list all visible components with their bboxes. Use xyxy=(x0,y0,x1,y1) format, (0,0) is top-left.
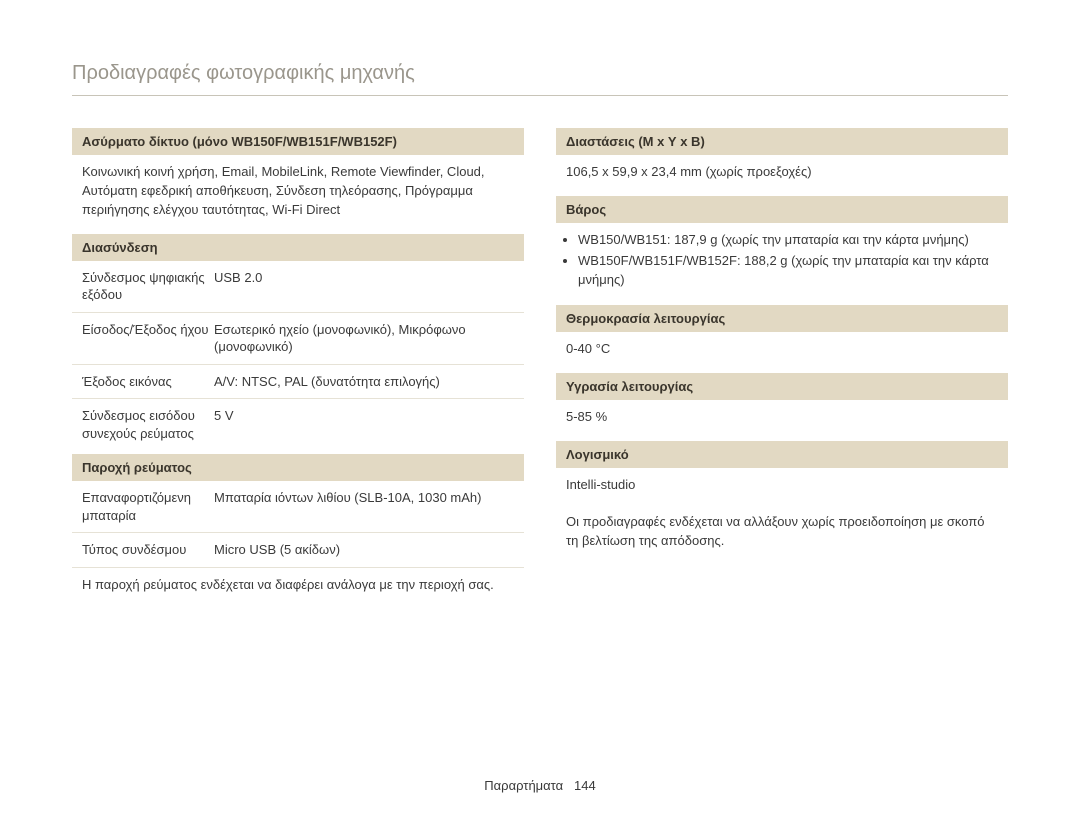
section-head-temperature: Θερμοκρασία λειτουργίας xyxy=(556,305,1008,332)
spec-row: Η παροχή ρεύματος ενδέχεται να διαφέρει … xyxy=(72,567,524,602)
spec-val: USB 2.0 xyxy=(214,269,514,304)
spec-val: A/V: NTSC, PAL (δυνατότητα επιλογής) xyxy=(214,373,514,391)
spec-val: 5 V xyxy=(214,407,514,442)
spec-change-note: Οι προδιαγραφές ενδέχεται να αλλάξουν χω… xyxy=(556,505,1008,561)
spec-key: Επαναφορτιζόμενη μπαταρία xyxy=(82,489,214,524)
spec-row: Επαναφορτιζόμενη μπαταρία Μπαταρία ιόντω… xyxy=(72,481,524,532)
spec-key: Τύπος συνδέσμου xyxy=(82,541,214,559)
spec-val: Μπαταρία ιόντων λιθίου (SLB-10A, 1030 mA… xyxy=(214,489,514,524)
spec-key: Έξοδος εικόνας xyxy=(82,373,214,391)
spec-key: Είσοδος/Έξοδος ήχου xyxy=(82,321,214,356)
temperature-body: 0-40 °C xyxy=(556,332,1008,369)
section-head-software: Λογισμικό xyxy=(556,441,1008,468)
footer-label: Παραρτήματα xyxy=(484,778,563,793)
spec-row: Έξοδος εικόνας A/V: NTSC, PAL (δυνατότητ… xyxy=(72,364,524,399)
interface-table: Σύνδεσμος ψηφιακής εξόδου USB 2.0 Είσοδο… xyxy=(72,261,524,451)
spec-val: Εσωτερικό ηχείο (μονοφωνικό), Μικρόφωνο … xyxy=(214,321,514,356)
left-column: Ασύρματο δίκτυο (μόνο WB150F/WB151F/WB15… xyxy=(72,124,524,602)
section-head-power: Παροχή ρεύματος xyxy=(72,454,524,481)
page-title: Προδιαγραφές φωτογραφικής μηχανής xyxy=(72,62,1008,96)
list-item: WB150/WB151: 187,9 g (χωρίς την μπαταρία… xyxy=(578,231,998,250)
power-note: Η παροχή ρεύματος ενδέχεται να διαφέρει … xyxy=(82,576,514,594)
weight-list: WB150/WB151: 187,9 g (χωρίς την μπαταρία… xyxy=(556,223,1008,302)
section-head-weight: Βάρος xyxy=(556,196,1008,223)
list-item: WB150F/WB151F/WB152F: 188,2 g (χωρίς την… xyxy=(578,252,998,290)
power-table: Επαναφορτιζόμενη μπαταρία Μπαταρία ιόντω… xyxy=(72,481,524,601)
spec-row: Είσοδος/Έξοδος ήχου Εσωτερικό ηχείο (μον… xyxy=(72,312,524,364)
spec-key: Σύνδεσμος εισόδου συνεχούς ρεύματος xyxy=(82,407,214,442)
section-head-humidity: Υγρασία λειτουργίας xyxy=(556,373,1008,400)
page-number: 144 xyxy=(574,778,596,793)
humidity-body: 5-85 % xyxy=(556,400,1008,437)
columns: Ασύρματο δίκτυο (μόνο WB150F/WB151F/WB15… xyxy=(72,124,1008,602)
spec-key: Σύνδεσμος ψηφιακής εξόδου xyxy=(82,269,214,304)
spec-row: Σύνδεσμος εισόδου συνεχούς ρεύματος 5 V xyxy=(72,398,524,450)
spec-val: Micro USB (5 ακίδων) xyxy=(214,541,514,559)
section-head-dimensions: Διαστάσεις (Μ x Υ x Β) xyxy=(556,128,1008,155)
spec-row: Τύπος συνδέσμου Micro USB (5 ακίδων) xyxy=(72,532,524,567)
section-head-interface: Διασύνδεση xyxy=(72,234,524,261)
right-column: Διαστάσεις (Μ x Υ x Β) 106,5 x 59,9 x 23… xyxy=(556,124,1008,602)
section-head-wireless: Ασύρματο δίκτυο (μόνο WB150F/WB151F/WB15… xyxy=(72,128,524,155)
wireless-body: Κοινωνική κοινή χρήση, Email, MobileLink… xyxy=(72,155,524,230)
footer: Παραρτήματα 144 xyxy=(0,778,1080,793)
dimensions-body: 106,5 x 59,9 x 23,4 mm (χωρίς προεξοχές) xyxy=(556,155,1008,192)
software-body: Intelli-studio xyxy=(556,468,1008,505)
spec-row: Σύνδεσμος ψηφιακής εξόδου USB 2.0 xyxy=(72,261,524,312)
